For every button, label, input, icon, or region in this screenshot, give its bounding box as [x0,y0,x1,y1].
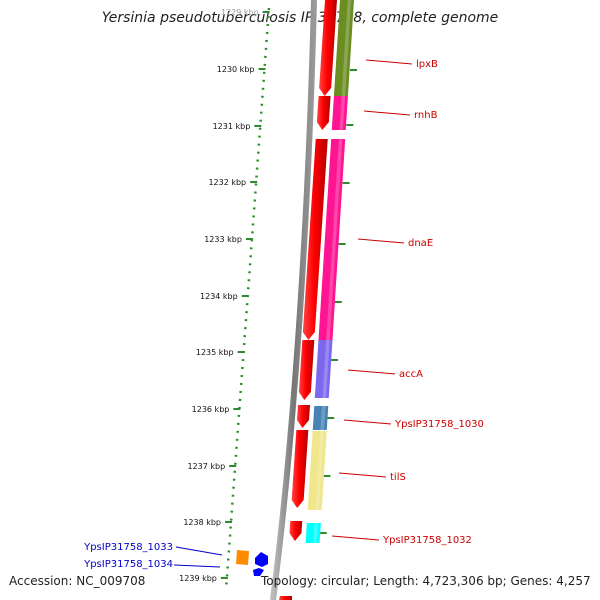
gene-label[interactable]: accA [399,369,423,380]
accession-label: Accession: NC_009708 [9,574,146,588]
cog-block[interactable] [305,523,321,543]
cog-block[interactable] [312,406,329,430]
cog-highlight [326,139,343,340]
tick-label: 1230 kbp [217,65,255,74]
label-leader [347,369,396,375]
cog-highlight [315,431,324,510]
cog-block[interactable] [333,0,354,96]
tick-label: 1229 kbp [221,8,259,17]
gene-label[interactable]: lpxB [416,59,438,70]
gene-arrow-left[interactable] [255,552,268,567]
tick-label: 1238 kbp [183,518,221,527]
cog-block[interactable] [314,340,333,398]
backbone [270,0,317,600]
gene-label[interactable]: YpsIP31758_1033 [83,542,173,553]
genome-summary: Topology: circular; Length: 4,723,306 bp… [261,574,591,588]
cog-block[interactable] [307,431,327,510]
label-leader [343,419,392,425]
map-title: Yersinia pseudotuberculosis IP 31758, co… [101,10,499,26]
ruler: 1229 kbp 1230 kbp 1231 kbp 1232 kbp 1233 kbp… [179,7,357,591]
tick-label: 1232 kbp [208,178,246,187]
backbone-arc [270,0,317,600]
tick-label: 1239 kbp [179,574,217,583]
cog-highlight [322,340,330,398]
label-leader [175,546,223,556]
label-leader [363,110,411,116]
gene-label[interactable]: YpsIP31758_1032 [382,535,472,546]
label-leader [357,238,405,244]
cog-block[interactable] [318,139,346,340]
ruler-line [224,7,271,591]
gene-label[interactable]: tilS [390,472,406,483]
label-leader [338,472,387,478]
gene-label[interactable]: YpsIP31758_1034 [83,559,173,570]
tick-label: 1236 kbp [192,405,230,414]
tick-label: 1233 kbp [204,235,242,244]
gene-label[interactable]: YpsIP31758_1030 [394,419,484,430]
label-leader [331,535,380,541]
cog-highlight [341,0,352,96]
gene-arrow[interactable] [316,96,331,130]
cog-track [305,0,354,543]
gene-label[interactable]: dnaE [408,238,433,249]
label-leader [365,59,413,65]
cog-block[interactable] [331,96,348,130]
cog-highlight [313,523,319,543]
gene-arrow-left[interactable] [253,568,264,576]
gene-block-left[interactable] [236,550,249,565]
gene-arrow[interactable] [298,340,315,400]
gene-arrow[interactable] [297,405,310,428]
tick-label: 1231 kbp [213,122,251,131]
gene-labels: lpxB rnhB dnaE accA YpsIP31758_1030 tilS YpsIP… [83,59,484,570]
gene-track [236,0,337,600]
tick-label: 1237 kbp [187,462,225,471]
tick-label: 1234 kbp [200,292,238,301]
tick-label: 1235 kbp [196,348,234,357]
cog-highlight [339,96,346,130]
gene-arrow[interactable] [289,521,303,541]
label-leader [173,564,221,568]
gene-arrow[interactable] [319,0,337,96]
gene-arrow[interactable] [291,430,309,508]
cog-highlight [320,406,326,430]
gene-arrow[interactable] [302,139,328,340]
gene-arrow[interactable] [279,596,292,600]
gene-label[interactable]: rnhB [414,110,438,121]
